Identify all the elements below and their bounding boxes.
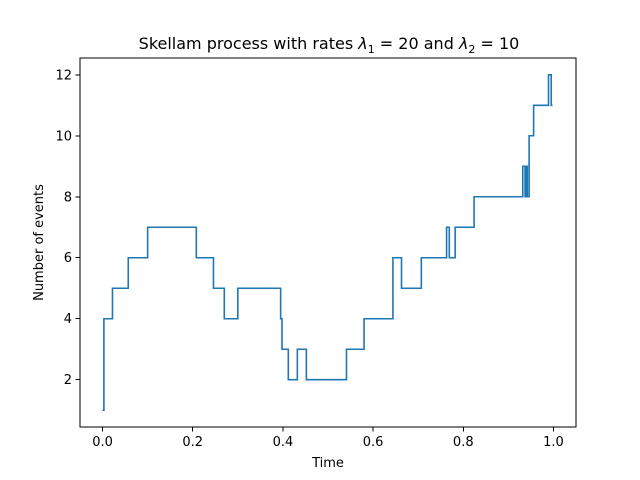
y-tick-label: 12 bbox=[55, 68, 72, 83]
y-axis-label: Number of events bbox=[32, 184, 47, 301]
title-conjunction: and bbox=[419, 34, 459, 53]
x-axis-ticks: 0.0 0.2 0.4 0.6 0.8 1.0 bbox=[92, 427, 564, 450]
x-axis-label: Time bbox=[311, 456, 344, 471]
plot-frame bbox=[79, 57, 577, 428]
y-tick-label: 6 bbox=[64, 251, 72, 266]
x-tick-label: 1.0 bbox=[543, 435, 564, 450]
x-tick-label: 0.6 bbox=[363, 435, 384, 450]
y-tick-label: 10 bbox=[55, 129, 72, 144]
lambda2-value: = 10 bbox=[475, 34, 519, 53]
title-prefix: Skellam process with rates bbox=[139, 34, 359, 53]
plot-series bbox=[102, 73, 553, 412]
lambda1-subscript: 1 bbox=[368, 43, 375, 56]
y-tick-label: 2 bbox=[64, 373, 72, 388]
lambda1-symbol: λ bbox=[357, 34, 367, 53]
y-tick-label: 8 bbox=[64, 190, 72, 205]
lambda1-value: = 20 bbox=[375, 34, 419, 53]
x-tick-label: 0.0 bbox=[92, 435, 113, 450]
chart-title: Skellam process with rates λ1 = 20 and λ… bbox=[139, 34, 520, 56]
x-tick-label: 0.2 bbox=[182, 435, 203, 450]
lambda2-symbol: λ bbox=[458, 34, 468, 53]
x-tick-label: 0.4 bbox=[273, 435, 294, 450]
y-axis-ticks: 2 4 6 8 10 12 bbox=[55, 68, 80, 388]
y-tick-label: 4 bbox=[64, 312, 72, 327]
x-tick-label: 0.8 bbox=[453, 435, 474, 450]
lambda2-subscript: 2 bbox=[468, 43, 475, 56]
series-line-0 bbox=[102, 73, 553, 412]
